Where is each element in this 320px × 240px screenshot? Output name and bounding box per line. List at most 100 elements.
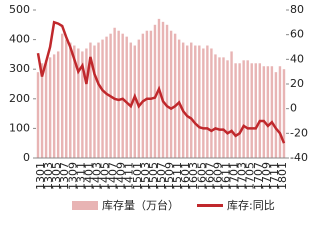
x-tick-label: 1309	[66, 162, 79, 190]
bar	[97, 42, 100, 159]
bar	[101, 39, 104, 158]
x-tick-label: 1711	[268, 162, 281, 190]
bar	[44, 60, 48, 158]
x-tick-label: 1601	[179, 162, 192, 190]
bar	[129, 42, 132, 159]
x-tick-label: 1307	[58, 162, 71, 190]
bar	[186, 45, 189, 158]
y2-tick-label: 40	[290, 52, 304, 65]
legend-label: 库存:同比	[227, 198, 275, 212]
x-tick-label: 1511	[171, 162, 184, 190]
x-tick-label: 1801	[276, 162, 289, 190]
bar	[81, 51, 84, 158]
bar	[137, 39, 141, 158]
x-tick-label: 1605	[195, 162, 208, 190]
x-tick-label: 1703	[236, 162, 249, 190]
legend-label: 库存量（万台）	[102, 198, 179, 212]
bar	[149, 30, 153, 158]
x-tick-label: 1411	[123, 162, 136, 190]
x-tick-label: 1701	[228, 162, 241, 190]
bar	[194, 45, 197, 158]
x-tick-label: 1405	[99, 162, 112, 190]
y2-tick-label: -20	[290, 126, 308, 139]
legend-swatch	[72, 201, 98, 210]
bar	[73, 45, 76, 158]
bar	[89, 42, 92, 159]
bar	[121, 33, 124, 158]
bar	[105, 36, 108, 158]
x-tick-label: 1509	[163, 162, 176, 190]
bar	[246, 60, 249, 158]
x-tick-label: 1305	[50, 162, 63, 190]
x-tick-label: 1607	[203, 162, 216, 190]
bar	[262, 66, 266, 158]
x-tick-label: 1311	[74, 162, 87, 190]
x-tick-label: 1709	[260, 162, 273, 190]
x-tick-label: 1409	[115, 162, 128, 190]
bar	[40, 63, 44, 158]
bar	[93, 45, 96, 158]
bar	[113, 27, 116, 159]
bar	[117, 30, 120, 158]
bar	[141, 33, 145, 158]
bar	[218, 57, 221, 158]
x-tick-label: 1611	[220, 162, 233, 190]
x-tick-label: 1407	[107, 162, 120, 190]
y2-tick-label: -40	[290, 151, 308, 164]
bar	[85, 48, 88, 159]
x-tick-label: 1505	[147, 162, 160, 190]
bar	[278, 66, 282, 158]
bar	[214, 54, 217, 158]
bar	[161, 21, 165, 159]
bar	[242, 60, 245, 158]
bar	[210, 48, 213, 159]
y-tick-label: 300	[9, 62, 30, 75]
x-tick-label: 1609	[211, 162, 224, 190]
bar	[177, 39, 181, 158]
bar	[234, 63, 237, 158]
line	[36, 20, 286, 144]
bar	[258, 63, 261, 158]
y-tick-label: 500	[9, 3, 30, 16]
x-tick-label: 1705	[244, 162, 257, 190]
bar	[282, 69, 286, 158]
bar	[65, 39, 68, 158]
bar	[61, 33, 64, 158]
bar	[230, 51, 233, 158]
bar	[250, 63, 253, 158]
y-tick-label: 100	[9, 121, 30, 134]
x-tick-label: 1501	[131, 162, 144, 190]
bar	[190, 42, 193, 159]
x-tick-label: 1503	[139, 162, 152, 190]
bar	[56, 51, 60, 158]
bar	[169, 30, 173, 158]
bar	[133, 45, 136, 158]
bar	[254, 63, 257, 158]
bar	[52, 54, 56, 158]
bar	[266, 66, 270, 158]
bar	[77, 48, 80, 159]
bar	[181, 42, 185, 159]
chart: 0100200300400500-40-20020406080130113031…	[9, 3, 308, 212]
bar	[153, 24, 157, 158]
bar	[206, 45, 209, 158]
bar	[36, 72, 40, 158]
x-tick-label: 1401	[82, 162, 95, 190]
x-tick-label: 1507	[155, 162, 168, 190]
y2-tick-label: 0	[290, 102, 297, 115]
x-tick-label: 1301	[34, 162, 47, 190]
y-tick-label: 400	[9, 33, 30, 46]
y2-tick-label: 80	[290, 3, 304, 16]
bar	[145, 30, 149, 158]
bar	[198, 45, 201, 158]
y-tick-label: 200	[9, 92, 30, 105]
bar	[173, 33, 177, 158]
bar	[165, 24, 169, 158]
y2-tick-label: 60	[290, 28, 304, 41]
x-tick-label: 1303	[42, 162, 55, 190]
bar	[238, 63, 241, 158]
bar	[202, 48, 205, 159]
x-tick-label: 1603	[187, 162, 200, 190]
x-tick-label: 1403	[90, 162, 103, 190]
bar	[48, 57, 52, 158]
